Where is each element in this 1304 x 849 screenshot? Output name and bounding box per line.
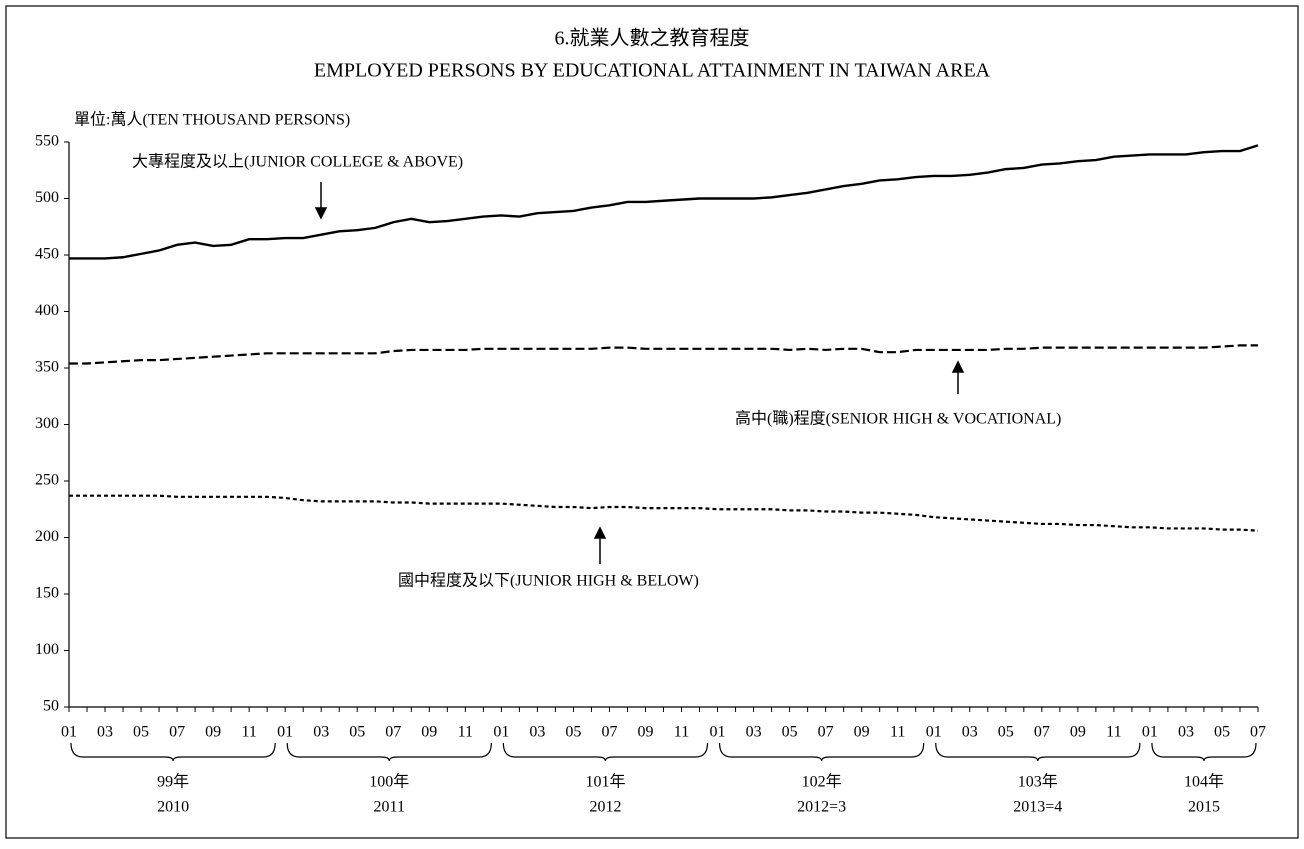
chart-title: 6.就業人數之教育程度	[555, 27, 750, 50]
x-tick-label: 11	[458, 724, 473, 741]
x-tick-label: 07	[601, 724, 617, 741]
series-annotation: 國中程度及以下(JUNIOR HIGH & BELOW)	[398, 572, 699, 590]
x-tick-label: 05	[133, 724, 149, 741]
x-tick-label: 03	[313, 724, 329, 741]
x-tick-label: 07	[169, 724, 185, 741]
x-tick-label: 07	[1250, 724, 1266, 741]
series-annotation: 高中(職)程度(SENIOR HIGH & VOCATIONAL)	[735, 410, 1061, 428]
year-label: 100年	[369, 773, 409, 791]
year-brace	[286, 742, 492, 762]
year-brace	[70, 742, 276, 762]
year-label: 2013=4	[1013, 799, 1062, 816]
year-label: 101年	[585, 773, 625, 791]
x-tick-label: 03	[1178, 724, 1194, 741]
x-tick-label: 11	[890, 724, 905, 741]
y-tick-label: 50	[43, 698, 59, 715]
x-tick-label: 05	[998, 724, 1014, 741]
y-tick-label: 300	[35, 415, 59, 432]
y-tick-label: 550	[35, 133, 59, 150]
year-brace	[718, 742, 925, 762]
series-line	[69, 344, 1258, 365]
arrow-head	[314, 207, 328, 220]
series-line	[69, 144, 1259, 260]
year-brace	[1151, 742, 1257, 762]
year-label: 2015	[1188, 799, 1220, 816]
arrows	[314, 182, 965, 564]
year-label: 2012=3	[797, 799, 846, 816]
x-tick-label: 01	[493, 724, 509, 741]
x-tick-label: 01	[926, 724, 942, 741]
x-tick-label: 09	[1070, 724, 1086, 741]
y-tick-label: 150	[35, 585, 59, 602]
series-annotation: 大專程度及以上(JUNIOR COLLEGE & ABOVE)	[132, 153, 463, 171]
chart-subtitle: EMPLOYED PERSONS BY EDUCATIONAL ATTAINME…	[314, 60, 991, 82]
x-tick-label: 11	[1106, 724, 1121, 741]
x-tick-label: 09	[205, 724, 221, 741]
x-tick-label: 01	[1142, 724, 1158, 741]
y-tick-label: 250	[35, 472, 59, 489]
y-tick-label: 450	[35, 246, 59, 263]
x-tick-label: 01	[710, 724, 726, 741]
y-tick-label: 500	[35, 189, 59, 206]
arrow-head	[593, 526, 607, 539]
x-tick-label: 01	[277, 724, 293, 741]
year-label: 2011	[374, 799, 405, 816]
x-tick-label: 03	[97, 724, 113, 741]
y-tick-label: 400	[35, 302, 59, 319]
x-tick-label: 07	[385, 724, 401, 741]
y-axis-label: 單位:萬人(TEN THOUSAND PERSONS)	[74, 111, 350, 129]
arrow-head	[951, 360, 965, 373]
year-label: 103年	[1018, 773, 1058, 791]
x-tick-label: 03	[746, 724, 762, 741]
x-tick-label: 11	[241, 724, 256, 741]
x-tick-label: 07	[1034, 724, 1050, 741]
year-label: 99年	[157, 773, 189, 791]
x-tick-label: 09	[421, 724, 437, 741]
x-tick-label: 01	[61, 724, 77, 741]
x-tick-label: 05	[349, 724, 365, 741]
x-tick-label: 03	[962, 724, 978, 741]
y-tick-label: 200	[35, 528, 59, 545]
series-line	[69, 494, 1259, 532]
x-tick-label: 05	[565, 724, 581, 741]
x-tick-label: 05	[1214, 724, 1230, 741]
frame	[5, 5, 1299, 839]
year-brace	[502, 742, 709, 762]
y-tick-label: 350	[35, 359, 59, 376]
x-tick-label: 03	[529, 724, 545, 741]
x-tick-label: 09	[637, 724, 653, 741]
year-label: 102年	[802, 773, 842, 791]
year-label: 2010	[157, 799, 189, 816]
x-tick-label: 05	[782, 724, 798, 741]
x-tick-label: 09	[854, 724, 870, 741]
y-tick-label: 100	[35, 641, 59, 658]
x-tick-label: 11	[674, 724, 689, 741]
year-brace	[935, 742, 1141, 762]
year-label: 104年	[1184, 773, 1224, 791]
year-label: 2012	[589, 799, 621, 816]
x-tick-label: 07	[818, 724, 834, 741]
